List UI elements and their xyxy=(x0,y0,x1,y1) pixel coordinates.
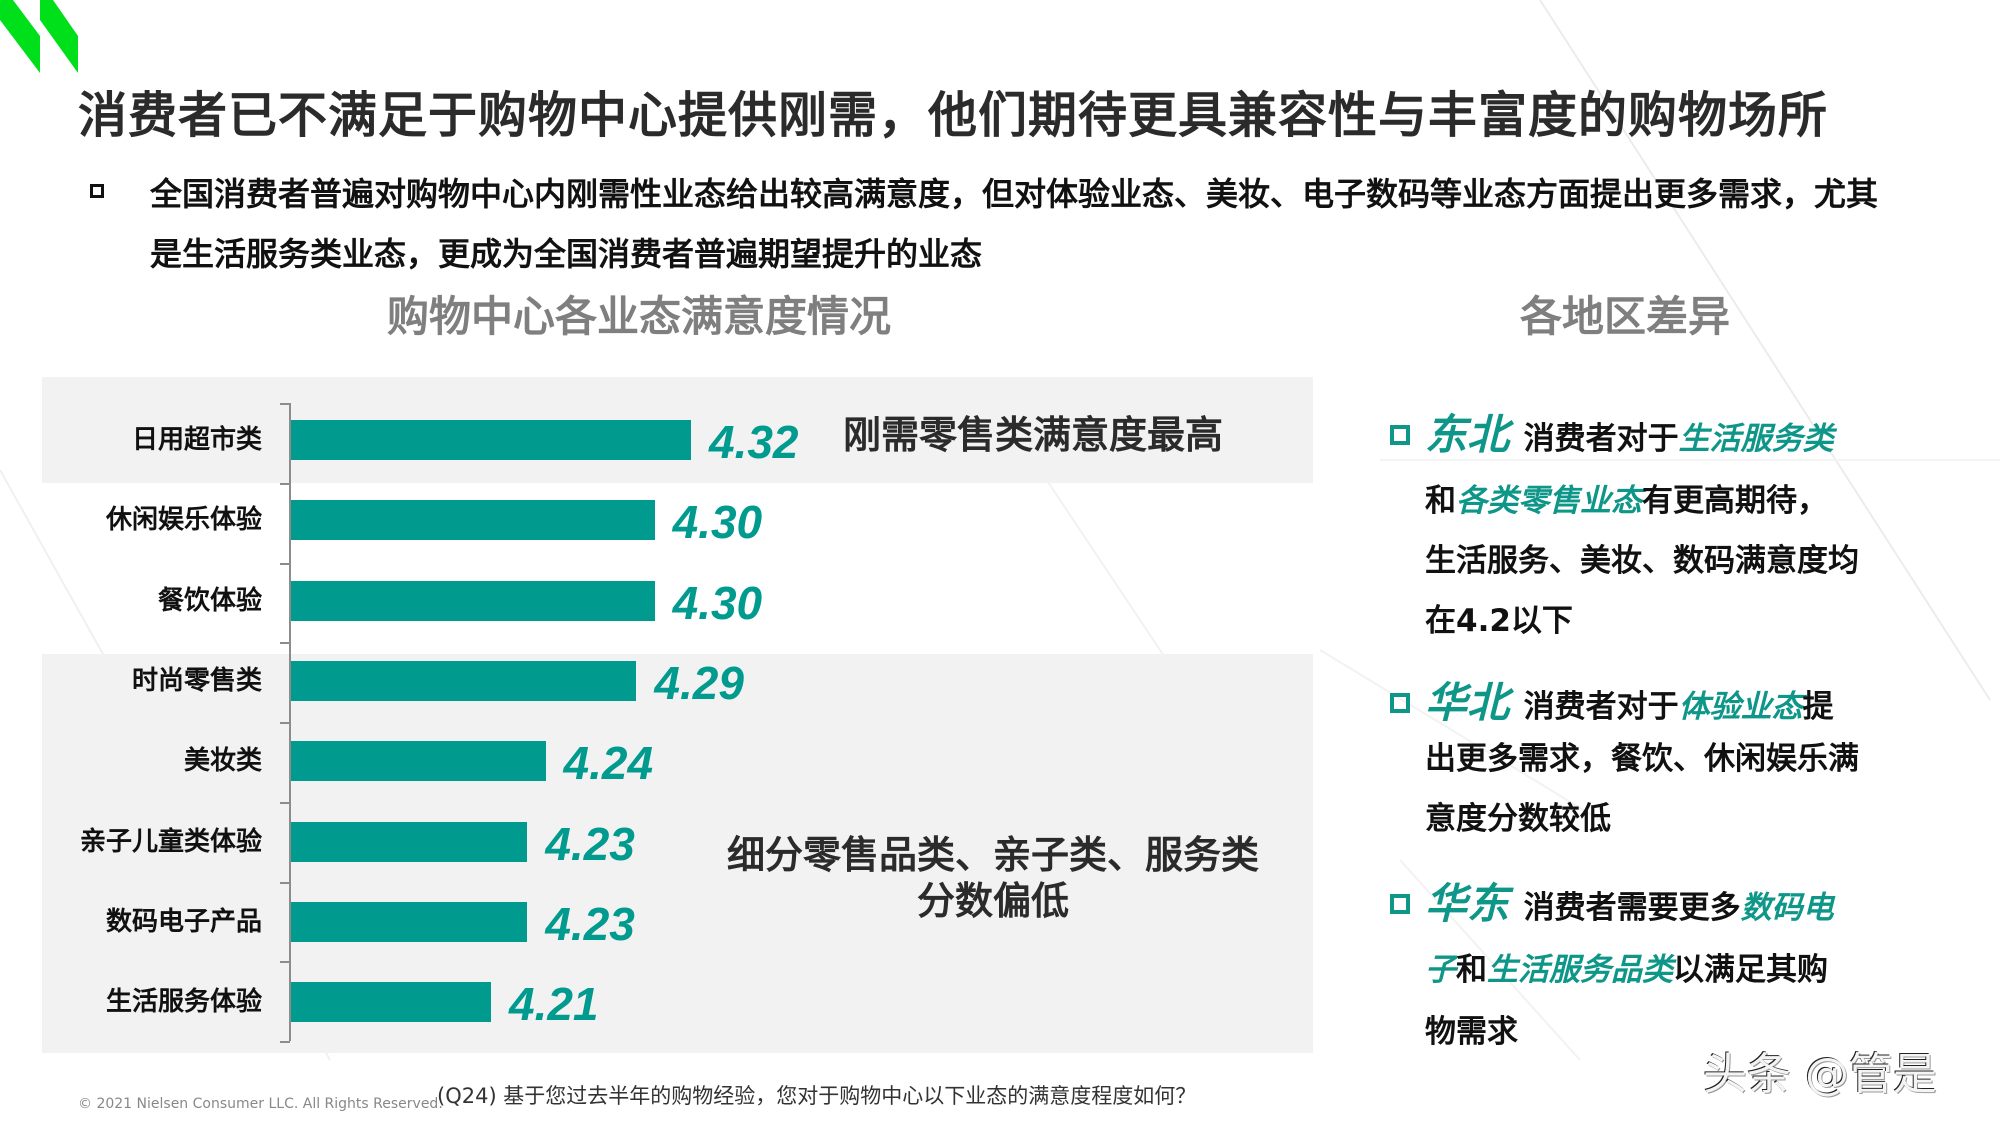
body-text: 在4.2以下 xyxy=(1425,603,1573,639)
body-text: 提 xyxy=(1802,689,1834,725)
category-label: 餐饮体验 xyxy=(157,585,262,616)
bar xyxy=(291,420,691,460)
bar-value-label: 4.30 xyxy=(672,576,763,629)
body-text: 意度分数较低 xyxy=(1425,801,1611,837)
axis-tick xyxy=(280,403,290,405)
annotation-bottom-line-1: 细分零售品类、亲子类、服务类 xyxy=(726,833,1259,877)
region-text-line: 华北 消费者对于体验业态提 xyxy=(1425,682,1834,727)
region-text-line: 子和生活服务品类以满足其购 xyxy=(1425,950,1828,990)
bar-value-label: 4.29 xyxy=(654,656,744,709)
bullet-square-icon xyxy=(90,184,104,198)
bullet-square-icon xyxy=(1390,894,1410,914)
bar xyxy=(291,580,655,621)
highlight-text: 体验业态 xyxy=(1678,689,1803,725)
body-text: 和 xyxy=(1425,483,1456,519)
category-label: 休闲娱乐体验 xyxy=(105,505,262,536)
annotation-top: 刚需零售类满意度最高 xyxy=(843,413,1224,457)
region-text-line: 生活服务、美妆、数码满意度均 xyxy=(1425,541,1859,581)
copyright-text: © 2021 Nielsen Consumer LLC. All Rights … xyxy=(78,1096,443,1112)
body-text: 生活服务、美妆、数码满意度均 xyxy=(1425,543,1859,579)
body-text: 有更高期待， xyxy=(1642,483,1828,519)
category-label: 美妆类 xyxy=(183,746,262,777)
bar xyxy=(291,741,546,782)
axis-tick xyxy=(280,562,290,565)
body-text: 以满足其购 xyxy=(1673,952,1828,988)
region-text-line: 物需求 xyxy=(1425,1012,1518,1052)
category-label: 亲子儿童类体验 xyxy=(79,826,262,857)
body-text: 出更多需求，餐饮、休闲娱乐满 xyxy=(1425,741,1859,777)
brand-logo-icon xyxy=(0,0,78,73)
region-text-line: 出更多需求，餐饮、休闲娱乐满 xyxy=(1425,739,1859,779)
highlight-band-bottom xyxy=(42,654,1313,1053)
watermark: 头条 @管是 xyxy=(1703,1049,1937,1100)
survey-question-footnote: (Q24) 基于您过去半年的购物经验，您对于购物中心以下业态的满意度程度如何？ xyxy=(437,1084,1197,1108)
body-text: 消费者对于 xyxy=(1523,689,1679,725)
slide-title: 消费者已不满足于购物中心提供刚需，他们期待更具兼容性与丰富度的购物场所 xyxy=(78,87,1829,144)
bar-value-label: 4.30 xyxy=(672,496,763,549)
category-label: 时尚零售类 xyxy=(131,665,262,696)
highlight-text: 数码电 xyxy=(1740,890,1834,926)
bar-value-label: 4.32 xyxy=(708,416,799,468)
region-name: 华北 xyxy=(1425,678,1524,727)
bullet-square-icon xyxy=(1390,693,1410,713)
category-label: 数码电子产品 xyxy=(105,906,262,937)
bar xyxy=(291,821,528,862)
region-text-line: 意度分数较低 xyxy=(1425,799,1611,839)
region-text-line: 华东 消费者需要更多数码电 xyxy=(1425,883,1834,928)
annotation-bottom-line-2: 分数偏低 xyxy=(916,879,1069,923)
axis-tick xyxy=(280,1041,290,1043)
bullet-square-icon xyxy=(1390,425,1410,445)
axis-tick xyxy=(280,722,290,724)
region-name: 华东 xyxy=(1425,879,1524,928)
bar xyxy=(291,500,655,541)
bar-value-label: 4.21 xyxy=(508,978,599,1031)
bar-value-label: 4.23 xyxy=(545,897,635,950)
region-text-line: 东北 消费者对于生活服务类 xyxy=(1425,414,1834,459)
axis-tick xyxy=(280,482,290,485)
highlight-text: 各类零售业态 xyxy=(1456,483,1642,519)
region-section-title: 各地区差异 xyxy=(1520,292,1731,341)
annotation-bottom: 细分零售品类、亲子类、服务类 分数偏低 xyxy=(718,832,1268,924)
axis-tick xyxy=(280,881,290,884)
category-label: 日用超市类 xyxy=(131,425,262,455)
y-axis xyxy=(289,403,291,1041)
highlight-text: 生活服务类 xyxy=(1678,421,1834,457)
intro-line-2: 是生活服务类业态，更成为全国消费者普遍期望提升的业态 xyxy=(150,235,983,273)
axis-tick xyxy=(280,642,290,645)
body-text: 消费者需要更多 xyxy=(1523,890,1741,926)
region-text-line: 和各类零售业态有更高期待， xyxy=(1425,481,1828,521)
body-text: 物需求 xyxy=(1425,1014,1518,1050)
body-text: 和 xyxy=(1456,952,1487,988)
bar xyxy=(291,982,491,1023)
axis-tick xyxy=(280,801,290,804)
highlight-text: 子 xyxy=(1425,952,1456,988)
bar xyxy=(291,901,528,942)
body-text: 消费者对于 xyxy=(1523,421,1679,457)
intro-line-1: 全国消费者普遍对购物中心内刚需性业态给出较高满意度，但对体验业态、美妆、电子数码… xyxy=(150,175,1879,213)
bar xyxy=(291,660,637,701)
intro-text: 全国消费者普遍对购物中心内刚需性业态给出较高满意度，但对体验业态、美妆、电子数码… xyxy=(150,164,1980,284)
highlight-text: 生活服务品类 xyxy=(1487,952,1673,988)
axis-tick xyxy=(280,961,290,964)
chart-title: 购物中心各业态满意度情况 xyxy=(387,292,892,341)
region-name: 东北 xyxy=(1425,410,1524,459)
bar-value-label: 4.23 xyxy=(545,817,635,870)
category-label: 生活服务体验 xyxy=(105,987,262,1018)
bar-value-label: 4.24 xyxy=(563,737,654,790)
region-text-line: 在4.2以下 xyxy=(1425,601,1573,641)
